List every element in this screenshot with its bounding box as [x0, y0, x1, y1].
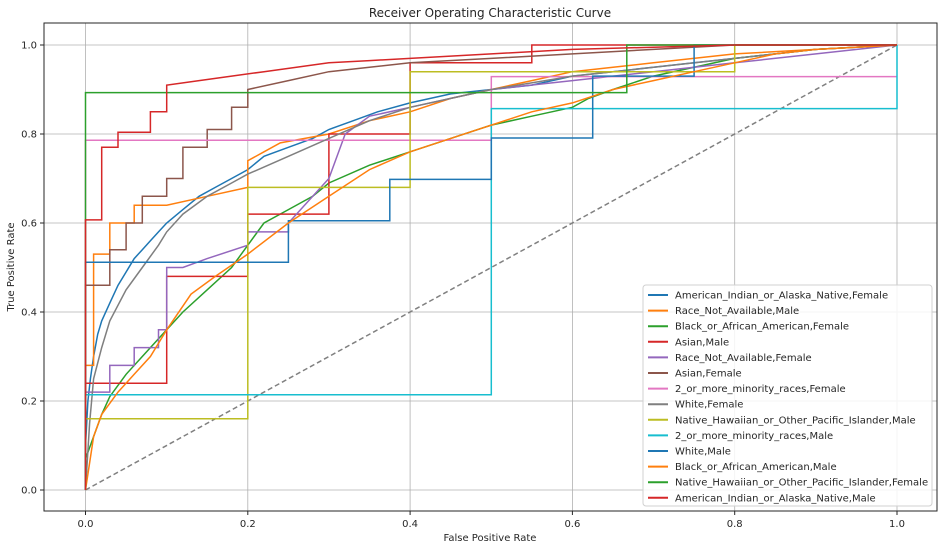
- x-tick-label: 0.6: [564, 519, 580, 530]
- y-tick-label: 0.2: [21, 397, 37, 408]
- x-tick-label: 1.0: [889, 519, 905, 530]
- roc-series-line: [84, 44, 898, 490]
- roc-series-line: [84, 44, 897, 490]
- y-tick-label: 0.4: [21, 308, 37, 319]
- legend-label: Black_or_African_American,Female: [675, 322, 849, 333]
- y-tick-label: 1.0: [21, 41, 37, 52]
- roc-series-line: [84, 44, 898, 491]
- legend-box: [642, 284, 933, 507]
- legend-item: White,Female: [648, 400, 743, 411]
- legend-label: Race_Not_Available,Female: [675, 353, 812, 364]
- legend-label: Race_Not_Available,Male: [675, 306, 799, 317]
- roc-series-line: [84, 44, 897, 490]
- y-tick-label: 0.6: [21, 219, 37, 230]
- legend-label: Black_or_African_American,Male: [675, 462, 837, 473]
- legend: American_Indian_or_Alaska_Native,Female R…: [642, 284, 933, 507]
- roc-series-line: [84, 44, 898, 491]
- y-tick-label: 0.0: [21, 486, 37, 497]
- x-tick-label: 0.0: [78, 519, 94, 530]
- legend-label: White,Female: [675, 400, 743, 411]
- diagonal-reference-line: [85, 44, 898, 491]
- axis-ticks: 0.0 0.2 0.4 0.6 0.8 1.0 0.0 0.2 0.4 0.6 0.8 1.0: [21, 41, 905, 531]
- x-tick-label: 0.8: [727, 519, 743, 530]
- legend-item: Race_Not_Available,Male: [648, 306, 799, 317]
- legend-item: 2_or_more_minority_races,Male: [648, 431, 833, 442]
- legend-item: White,Male: [648, 447, 731, 458]
- plot-frame: [43, 22, 938, 512]
- legend-label: White,Male: [675, 447, 731, 458]
- roc-series-line: [84, 44, 897, 490]
- legend-item: Black_or_African_American,Female: [648, 322, 849, 333]
- legend-item: Native_Hawaiian_or_Other_Pacific_Islande…: [648, 415, 916, 426]
- legend-label: Native_Hawaiian_or_Other_Pacific_Islande…: [675, 478, 928, 489]
- series-lines: [84, 44, 898, 491]
- y-tick-label: 0.8: [21, 130, 37, 141]
- legend-item: Asian,Male: [648, 337, 729, 348]
- legend-label: American_Indian_or_Alaska_Native,Female: [675, 291, 888, 302]
- roc-series-line: [84, 44, 897, 490]
- legend-item: American_Indian_or_Alaska_Native,Female: [648, 291, 888, 302]
- legend-label: 2_or_more_minority_races,Male: [675, 431, 833, 442]
- chart-title: Receiver Operating Characteristic Curve: [369, 6, 611, 20]
- legend-label: Asian,Male: [675, 337, 729, 348]
- x-axis-label: False Positive Rate: [444, 533, 537, 544]
- legend-item: Asian,Female: [648, 369, 742, 380]
- y-axis-label: True Positive Rate: [6, 222, 17, 312]
- legend-item: Black_or_African_American,Male: [648, 462, 837, 473]
- legend-label: Asian,Female: [675, 369, 742, 380]
- legend-item: American_Indian_or_Alaska_Native,Male: [648, 493, 876, 504]
- x-tick-label: 0.4: [402, 519, 418, 530]
- x-tick-label: 0.2: [240, 519, 256, 530]
- legend-label: Native_Hawaiian_or_Other_Pacific_Islande…: [675, 415, 916, 426]
- legend-item: Race_Not_Available,Female: [648, 353, 812, 364]
- legend-label: American_Indian_or_Alaska_Native,Male: [675, 493, 876, 504]
- roc-series-line: [84, 44, 897, 490]
- legend-item: Native_Hawaiian_or_Other_Pacific_Islande…: [648, 478, 928, 489]
- legend-item: 2_or_more_minority_races,Female: [648, 384, 846, 395]
- legend-label: 2_or_more_minority_races,Female: [675, 384, 846, 395]
